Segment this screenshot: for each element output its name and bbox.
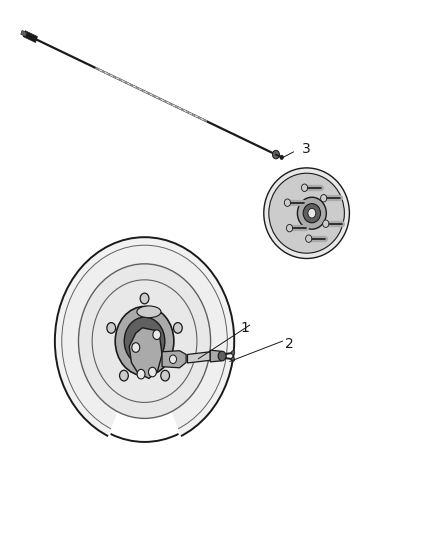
Ellipse shape [136, 330, 153, 352]
Ellipse shape [55, 237, 234, 445]
Circle shape [301, 184, 307, 191]
Circle shape [231, 357, 235, 361]
Ellipse shape [115, 306, 174, 376]
Circle shape [140, 293, 149, 304]
Ellipse shape [137, 306, 161, 318]
Ellipse shape [303, 204, 321, 223]
Circle shape [137, 369, 145, 379]
Circle shape [132, 343, 140, 352]
Ellipse shape [264, 168, 350, 259]
Circle shape [272, 150, 279, 159]
Wedge shape [106, 341, 183, 451]
Circle shape [173, 322, 182, 333]
Polygon shape [187, 352, 210, 363]
Ellipse shape [124, 317, 165, 365]
Circle shape [107, 322, 116, 333]
Circle shape [286, 224, 293, 232]
Polygon shape [129, 328, 162, 378]
Ellipse shape [297, 197, 326, 229]
Polygon shape [21, 30, 27, 37]
Circle shape [218, 351, 226, 361]
Ellipse shape [308, 208, 316, 218]
Circle shape [161, 370, 170, 381]
Polygon shape [23, 31, 37, 43]
Circle shape [284, 199, 290, 206]
Text: 3: 3 [302, 142, 311, 156]
Circle shape [306, 235, 312, 243]
Polygon shape [210, 350, 221, 362]
Polygon shape [162, 351, 186, 368]
Circle shape [170, 355, 177, 364]
Circle shape [153, 330, 161, 340]
Ellipse shape [62, 245, 227, 437]
Circle shape [120, 370, 128, 381]
Circle shape [231, 351, 235, 355]
Ellipse shape [78, 264, 211, 418]
Circle shape [148, 367, 156, 377]
Text: 2: 2 [285, 337, 293, 351]
Circle shape [323, 220, 329, 228]
Text: 1: 1 [241, 321, 250, 335]
Circle shape [280, 155, 283, 159]
Ellipse shape [269, 173, 344, 253]
Circle shape [321, 195, 327, 202]
Ellipse shape [92, 280, 197, 402]
